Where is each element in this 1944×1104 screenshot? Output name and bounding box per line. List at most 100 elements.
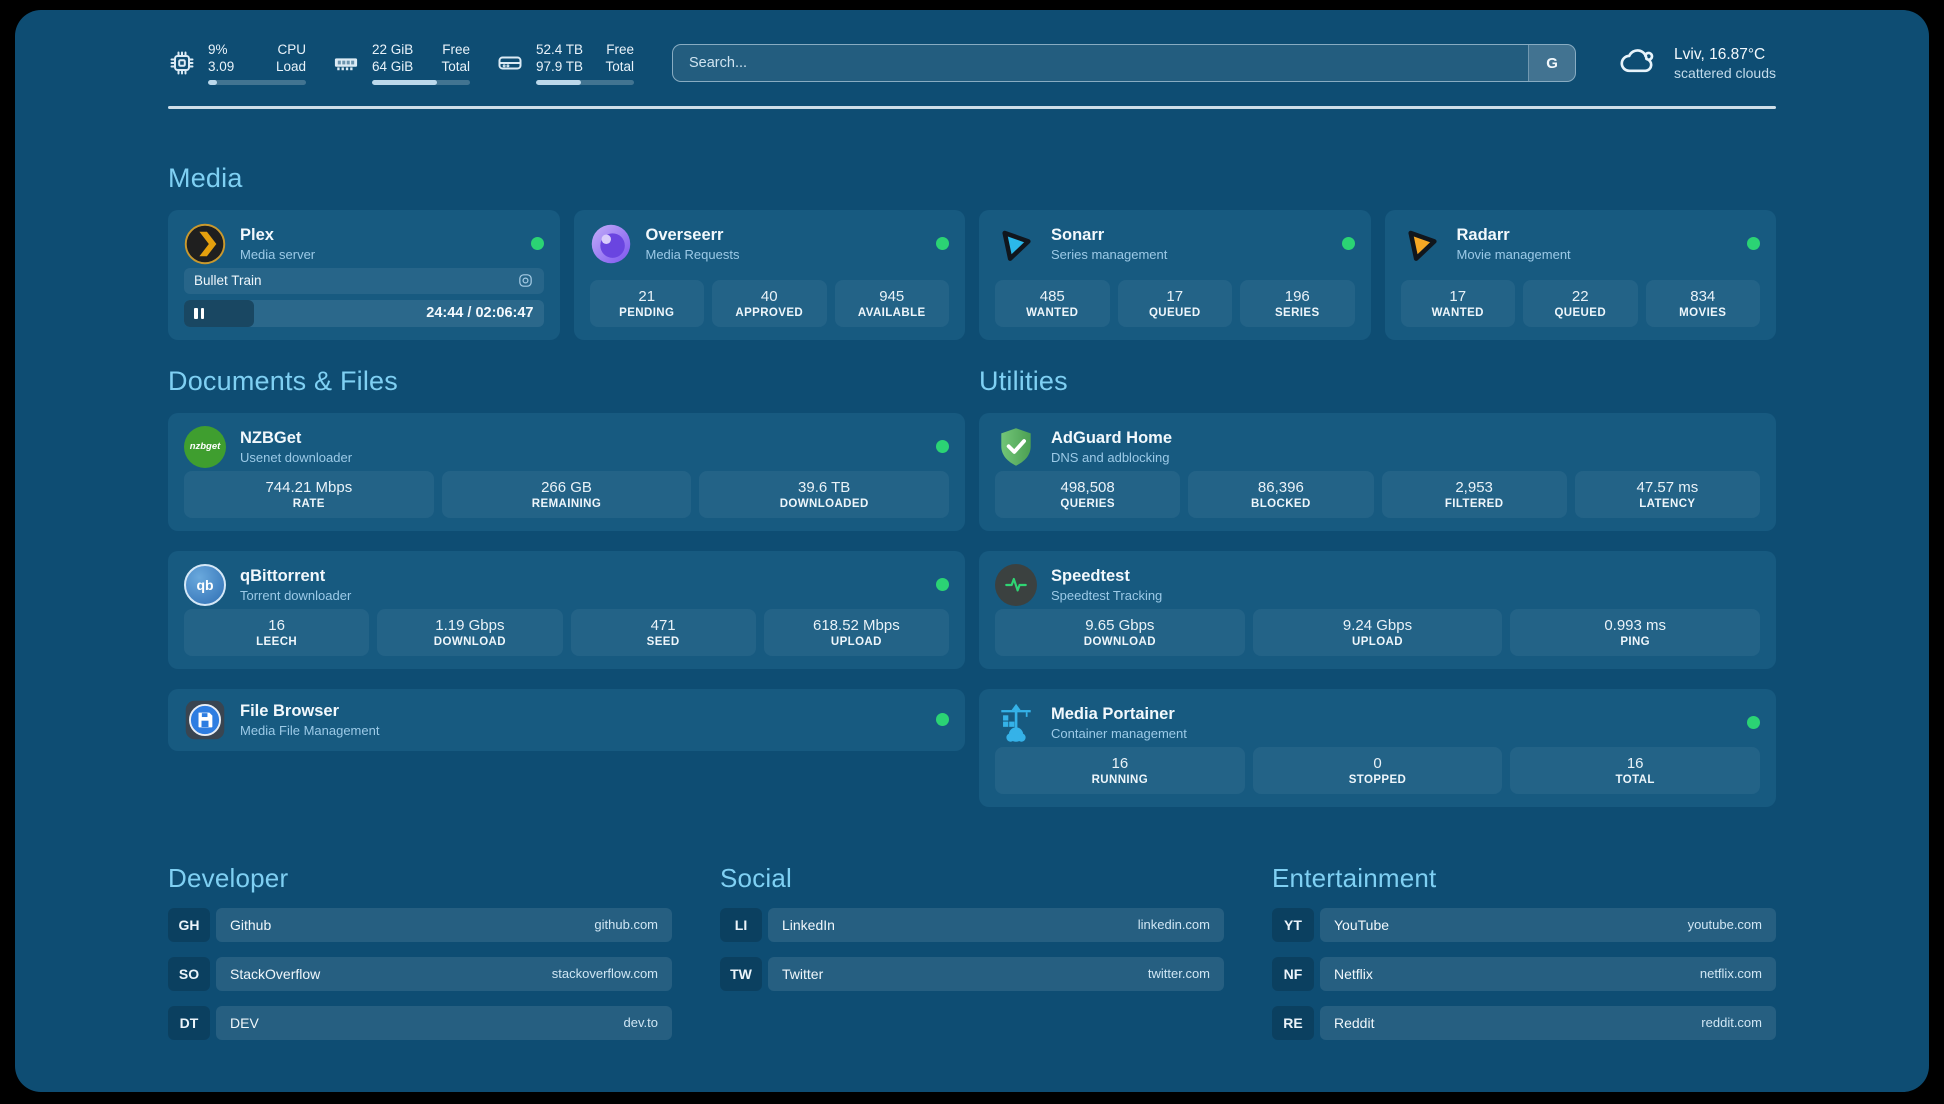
stat-label: REMAINING	[531, 497, 602, 510]
qbittorrent-stats: 16 LEECH 1.19 Gbps DOWNLOAD 471 SE	[184, 608, 949, 656]
session-camera-icon[interactable]	[517, 272, 534, 289]
sonarr-stats: 485 WANTED 17 QUEUED 196 SERIES	[995, 279, 1355, 327]
stat-tile: 196 SERIES	[1240, 279, 1355, 327]
status-dot	[936, 713, 949, 726]
stat-tile: 16 TOTAL	[1510, 746, 1761, 794]
disk-icon	[496, 49, 524, 77]
playback-progressbar[interactable]: 24:44 / 02:06:47	[184, 299, 544, 327]
link-name: Github	[230, 916, 272, 933]
app-name: Radarr	[1456, 225, 1510, 244]
app-subtitle: Movie management	[1456, 246, 1571, 262]
filebrowser-icon	[184, 699, 226, 741]
link-name: DEV	[230, 1014, 259, 1031]
stat-label: DOWNLOAD	[433, 635, 506, 648]
stat-tile: 0.993 ms PING	[1510, 608, 1761, 656]
stat-tile: 39.6 TB DOWNLOADED	[699, 470, 950, 518]
stat-value: 471	[650, 616, 676, 634]
stat-label: MOVIES	[1679, 306, 1727, 319]
app-subtitle: Series management	[1051, 246, 1168, 262]
stat-tile: 1.19 Gbps DOWNLOAD	[377, 608, 563, 656]
app-subtitle: Torrent downloader	[240, 587, 352, 603]
link-name: Reddit	[1334, 1014, 1375, 1031]
status-dot	[1747, 716, 1760, 729]
app-name: Speedtest	[1051, 566, 1130, 585]
portainer-stats: 16 RUNNING 0 STOPPED 16 TOTAL	[995, 746, 1761, 794]
link-item[interactable]: RE Reddit reddit.com	[1272, 1005, 1776, 1040]
stat-value: 47.57 ms	[1636, 478, 1699, 496]
card-portainer[interactable]: Media Portainer Container management 16 …	[979, 688, 1776, 807]
stat-label: RUNNING	[1091, 773, 1149, 786]
app-subtitle: Media Requests	[645, 246, 740, 262]
pause-button[interactable]	[194, 307, 204, 319]
card-adguard[interactable]: AdGuard Home DNS and adblocking 498,508 …	[979, 412, 1776, 531]
cpu-progressbar	[208, 80, 306, 85]
stat-value: 196	[1284, 287, 1310, 305]
section-title-developer: Developer	[168, 862, 289, 893]
card-overseerr[interactable]: Overseerr Media Requests 21 PENDING	[573, 209, 965, 340]
memory-total: 64 GiB	[372, 59, 414, 74]
link-abbr: LI	[720, 907, 762, 942]
stat-value: 39.6 TB	[798, 478, 851, 496]
stat-value: 744.21 Mbps	[265, 478, 353, 496]
link-item[interactable]: TW Twitter twitter.com	[720, 956, 1224, 991]
app-subtitle: Usenet downloader	[240, 449, 353, 465]
status-dot	[936, 440, 949, 453]
ram-icon	[332, 49, 360, 77]
search-bar: G	[672, 44, 1577, 82]
card-sonarr[interactable]: Sonarr Series management 485 WANTED	[979, 209, 1371, 340]
stat-value: 40	[760, 287, 778, 305]
adguard-icon	[995, 426, 1037, 468]
stat-label: WANTED	[1026, 306, 1079, 319]
search-engine-button[interactable]: G	[1528, 45, 1576, 81]
stat-value: 17	[1449, 287, 1467, 305]
stat-tile: 22 QUEUED	[1523, 279, 1638, 327]
stat-label: QUERIES	[1060, 497, 1115, 510]
link-item[interactable]: GH Github github.com	[168, 907, 672, 942]
card-radarr[interactable]: Radarr Movie management 17 WANTED 22	[1384, 209, 1776, 340]
app-name: NZBGet	[240, 428, 302, 447]
cpu-icon	[168, 49, 196, 77]
link-item[interactable]: YT YouTube youtube.com	[1272, 907, 1776, 942]
link-item[interactable]: NF Netflix netflix.com	[1272, 956, 1776, 991]
app-subtitle: Media File Management	[240, 722, 380, 738]
dashboard-app: 9% CPU 3.09 Load	[15, 10, 1929, 1092]
stat-tile: 0 STOPPED	[1252, 746, 1503, 794]
stat-tile: 834 MOVIES	[1645, 279, 1760, 327]
documents-column: nzbget NZBGet Usenet downloader 744.21 M…	[168, 412, 965, 751]
card-filebrowser[interactable]: File Browser Media File Management	[168, 688, 965, 751]
section-title-social: Social	[720, 862, 793, 893]
app-name: AdGuard Home	[1051, 428, 1173, 447]
stat-tile: 744.21 Mbps RATE	[184, 470, 434, 518]
stat-tile: 47.57 ms LATENCY	[1574, 470, 1760, 518]
link-abbr: DT	[168, 1005, 210, 1040]
section-title-entertainment: Entertainment	[1272, 862, 1437, 893]
stat-value: 16	[1626, 754, 1644, 772]
stat-tile: 40 APPROVED	[712, 279, 827, 327]
card-plex[interactable]: Plex Media server Bullet Train	[168, 209, 560, 340]
overseerr-stats: 21 PENDING 40 APPROVED 945 AVAILABLE	[589, 279, 949, 327]
adguard-stats: 498,508 QUERIES 86,396 BLOCKED 2,953	[995, 470, 1760, 518]
card-qbittorrent[interactable]: qb qBittorrent Torrent downloader 16 LEE	[168, 550, 965, 669]
card-speedtest[interactable]: Speedtest Speedtest Tracking 9.65 Gbps D…	[979, 550, 1776, 669]
developer-links: GH Github github.com SO StackOverflow st…	[168, 907, 672, 1040]
social-links: LI LinkedIn linkedin.com TW Twitter twit…	[720, 907, 1224, 1040]
search-input[interactable]	[673, 45, 1529, 81]
link-item[interactable]: LI LinkedIn linkedin.com	[720, 907, 1224, 942]
memory-total-label: Total	[441, 59, 470, 74]
stat-value: 266 GB	[541, 478, 592, 496]
card-nzbget[interactable]: nzbget NZBGet Usenet downloader 744.21 M…	[168, 412, 965, 531]
stat-label: LEECH	[256, 635, 298, 648]
link-url: netflix.com	[1699, 966, 1762, 981]
now-playing-title: Bullet Train	[194, 273, 262, 288]
header: 9% CPU 3.09 Load	[168, 10, 1776, 86]
weather-widget: Lviv, 16.87°C scattered clouds	[1618, 44, 1776, 83]
link-item[interactable]: DT DEV dev.to	[168, 1005, 672, 1040]
stat-label: LATENCY	[1639, 497, 1696, 510]
link-item[interactable]: SO StackOverflow stackoverflow.com	[168, 956, 672, 991]
stat-value: 9.65 Gbps	[1085, 616, 1155, 634]
link-name: LinkedIn	[782, 916, 835, 933]
stat-label: DOWNLOAD	[1083, 635, 1156, 648]
cpu-stat: 9% CPU 3.09 Load	[168, 41, 306, 85]
link-url: dev.to	[623, 1015, 658, 1030]
plex-icon	[184, 223, 226, 265]
